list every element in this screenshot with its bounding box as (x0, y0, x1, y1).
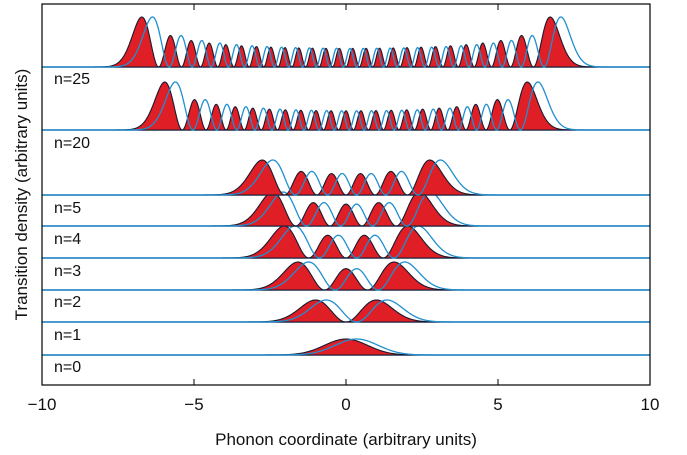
shifted-density-n2 (42, 261, 650, 291)
x-tick-label: 5 (493, 395, 502, 414)
density-series-n5: n=5 (42, 159, 650, 217)
density-fill-n3 (42, 225, 650, 259)
density-fill-n20 (42, 81, 650, 131)
shifted-density-n3 (42, 225, 650, 259)
shifted-density-n20 (42, 81, 650, 131)
density-series-n2: n=2 (42, 261, 650, 311)
density-series-n25: n=25 (42, 16, 650, 88)
series-label-n25: n=25 (54, 71, 90, 88)
density-series-n20: n=20 (42, 81, 650, 152)
series-label-n5: n=5 (54, 200, 81, 217)
y-axis-label: Transition density (arbitrary units) (12, 69, 31, 321)
x-tick-label: −5 (184, 395, 203, 414)
plot-area: n=0 n=1 n=2 n=3 n=4 n=5 n=20 n=25 (42, 16, 650, 376)
series-label-n1: n=1 (54, 327, 81, 344)
x-tick-label: 0 (341, 395, 350, 414)
series-label-n0: n=0 (54, 359, 81, 376)
density-fill-n1 (42, 299, 650, 323)
density-series-n0: n=0 (42, 338, 650, 376)
x-tick-label: −10 (28, 395, 57, 414)
series-label-n3: n=3 (54, 263, 81, 280)
density-series-n4: n=4 (42, 191, 650, 248)
x-axis-label: Phonon coordinate (arbitrary units) (215, 430, 477, 449)
x-axis: −10 −5 0 5 10 (28, 4, 660, 414)
density-series-n3: n=3 (42, 225, 650, 280)
series-label-n2: n=2 (54, 294, 81, 311)
shifted-density-n1 (42, 299, 650, 323)
series-label-n4: n=4 (54, 231, 81, 248)
x-tick-label: 10 (641, 395, 660, 414)
shifted-density-n25 (42, 16, 650, 68)
series-label-n20: n=20 (54, 135, 90, 152)
shifted-density-n5 (42, 159, 650, 196)
shifted-density-n4 (42, 191, 650, 227)
shifted-density-n0 (42, 338, 650, 356)
density-fill-n2 (42, 261, 650, 291)
density-series-n1: n=1 (42, 299, 650, 344)
